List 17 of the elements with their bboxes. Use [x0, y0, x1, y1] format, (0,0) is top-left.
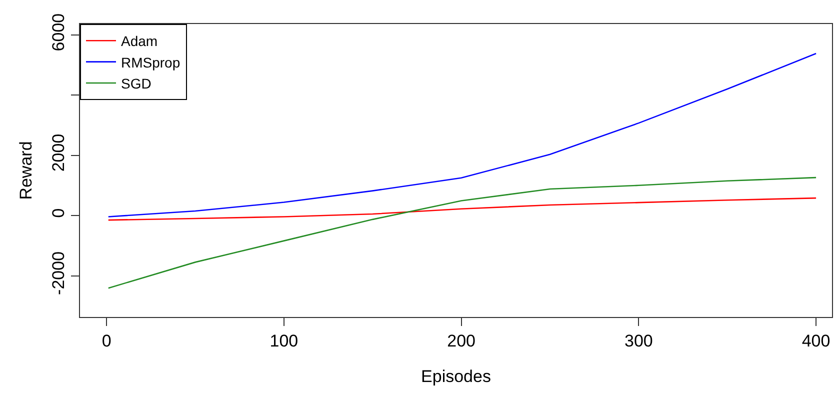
x-tick-label: 100	[270, 332, 298, 351]
y-tick-label: 6000	[49, 13, 68, 52]
line-series	[108, 176, 817, 289]
line-series	[108, 197, 817, 221]
y-axis-title: Reward	[16, 141, 36, 200]
x-axis-title: Episodes	[421, 366, 491, 386]
legend-label: RMSprop	[121, 54, 180, 70]
x-tick-label: 400	[802, 332, 830, 351]
y-tick-label: 2000	[49, 134, 68, 172]
x-tick-label: 300	[624, 332, 653, 351]
y-tick-label: -2000	[49, 251, 68, 295]
line-series	[108, 52, 817, 218]
y-tick-label: 0	[49, 208, 68, 218]
legend-label: SGD	[121, 75, 152, 92]
legend-label: Adam	[121, 33, 158, 50]
x-tick-label: 0	[102, 332, 112, 351]
x-tick-label: 200	[447, 332, 476, 351]
